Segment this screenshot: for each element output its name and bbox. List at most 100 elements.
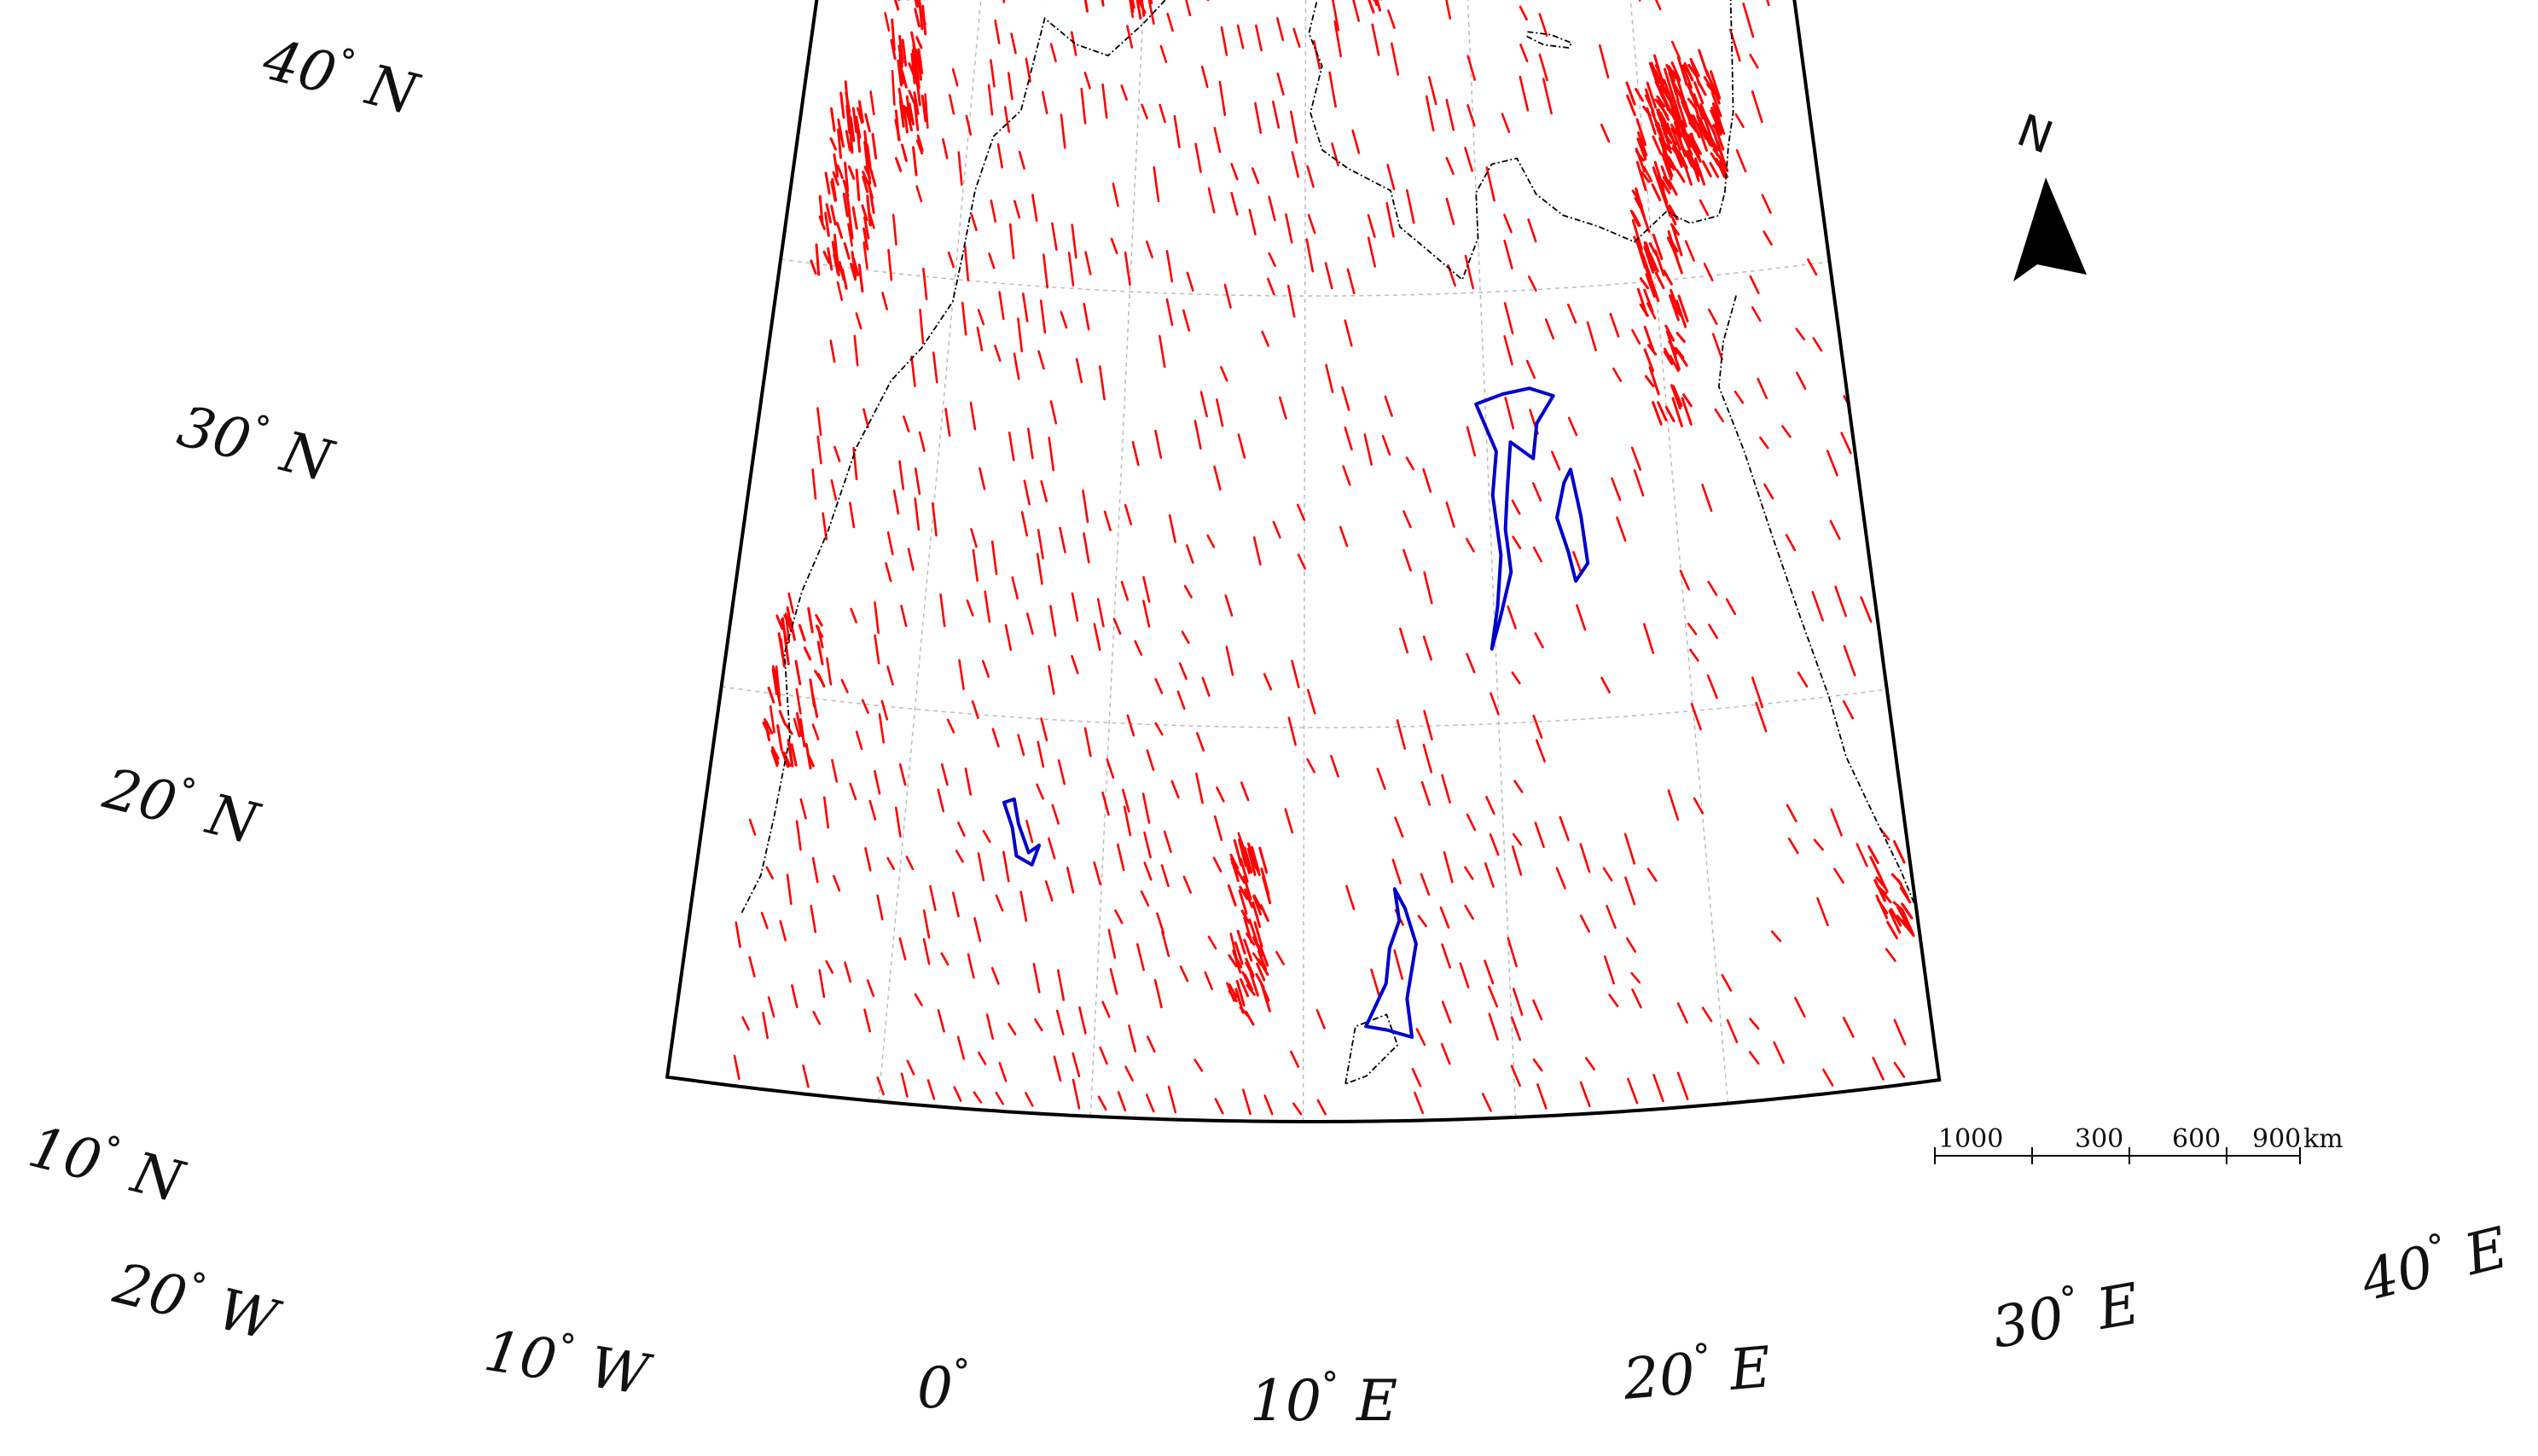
track-segment [1183,0,1192,17]
track-segment [948,94,955,115]
track-segment [816,641,824,665]
track-segment [1635,160,1647,191]
track-segment [1826,450,1838,477]
track-segment [1696,123,1708,152]
track-segment [1671,397,1683,427]
highlighted-region-2 [1555,467,1590,583]
track-segment [1236,869,1246,885]
track-segment [830,479,838,501]
track-segment [1644,374,1655,387]
track-segment [1441,1001,1452,1024]
track-segment [1182,309,1191,332]
track-segment [1542,78,1553,115]
track-segment [1603,955,1615,985]
track-segment [1067,252,1075,287]
track-segment [1670,69,1681,83]
track-segment [915,49,922,63]
track-segment [830,205,837,226]
track-segment [1511,499,1521,515]
track-segment [1216,398,1224,427]
track-segment [1251,845,1260,873]
track-segment [1070,31,1077,56]
track-segment [1513,780,1524,793]
track-segment [982,659,990,678]
track-segment [1214,815,1223,841]
track-segment [1648,275,1660,303]
track-segment [1008,1023,1017,1035]
track-segment [1013,352,1020,380]
track-segment [1890,908,1902,927]
track-segment [1637,131,1648,157]
track-segment [1687,97,1697,109]
track-segment [1428,76,1437,106]
track-segment [905,95,912,123]
track-segment [1785,533,1797,552]
track-segment [1534,821,1545,849]
track-segment [1084,251,1092,276]
track-segment [1663,78,1674,104]
track-segment [1525,359,1536,380]
track-segment [1257,949,1268,971]
track-segment [824,212,830,237]
track-segment [1755,701,1768,733]
track-segment [1466,537,1475,553]
track-segment [1367,236,1376,268]
track-segment [1710,70,1722,100]
track-segment [970,213,978,231]
track-segment [1680,119,1692,148]
track-segment [1794,996,1806,1018]
track-segment [1194,142,1202,173]
track-segment [1742,3,1755,38]
track-segment [1048,837,1056,860]
track-segment [894,109,901,142]
track-segment [886,531,894,556]
track-segment [1609,312,1620,338]
track-segment [967,953,975,979]
track-segment [798,624,806,642]
track-segment [1386,164,1396,190]
track-segment [903,105,909,134]
track-segment [1124,251,1131,286]
track-segment [1040,479,1048,503]
track-segment [1243,846,1253,873]
track-segment [1705,69,1716,93]
track-segment [1669,354,1680,373]
track-segment [1048,436,1055,472]
track-segment [1039,299,1047,334]
track-segment [1399,627,1408,654]
track-segment [1290,1050,1300,1068]
track-segment [1512,832,1523,846]
track-segment [1134,640,1143,656]
track-segment [1503,213,1513,234]
track-segment [1166,12,1174,32]
track-segment [1234,941,1244,966]
track-segment [1511,845,1523,876]
track-segment [869,169,877,188]
track-segment [1693,105,1705,136]
track-segment [831,758,839,783]
track-segment [973,917,982,943]
track-segment [1120,84,1128,102]
track-segment [1324,262,1333,290]
highlighted-region-3 [1002,797,1042,867]
track-segment [795,687,802,715]
track-segment [1101,83,1108,119]
track-segment [1445,156,1455,176]
track-segment [1652,401,1663,426]
track-segment [733,1054,740,1081]
track-segment [1060,113,1066,149]
track-segment [1670,78,1681,95]
track-segment [1770,930,1782,943]
track-segment [1286,284,1296,318]
track-segment [990,59,996,88]
track-segment [844,161,850,193]
track-segment [900,1072,909,1098]
track-segment [1147,1035,1156,1053]
track-segment [987,84,994,116]
track-segment [1644,88,1656,117]
track-segment [1224,594,1234,617]
track-segment [1384,395,1393,417]
track-segment [1658,115,1670,135]
track-segment [748,955,756,977]
